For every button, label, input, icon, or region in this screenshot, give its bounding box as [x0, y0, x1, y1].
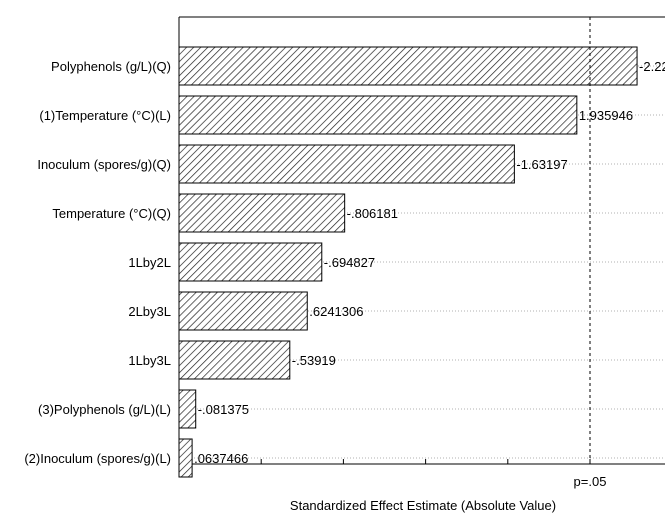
value-label: -.081375	[198, 402, 249, 417]
value-label: -.694827	[324, 255, 375, 270]
bar	[178, 193, 346, 233]
category-label: 2Lby3L	[128, 304, 171, 319]
bar	[178, 291, 308, 331]
bar	[178, 46, 638, 86]
value-label: -1.63197	[516, 157, 567, 172]
category-label: Temperature (°C)(Q)	[52, 206, 171, 221]
category-labels: Polyphenols (g/L)(Q) (1)Temperature (°C)(…	[24, 59, 171, 466]
category-label: (2)Inoculum (spores/g)(L)	[24, 451, 171, 466]
bars	[178, 46, 638, 478]
bar	[178, 389, 197, 429]
category-label: (3)Polyphenols (g/L)(L)	[38, 402, 171, 417]
value-label: .0637466	[194, 451, 248, 466]
category-label: Inoculum (spores/g)(Q)	[37, 157, 171, 172]
value-label: 1.935946	[579, 108, 633, 123]
bar	[178, 438, 193, 478]
value-label: -.806181	[347, 206, 398, 221]
value-labels: -2.229 1.935946 -1.63197 -.806181 -.694827 .6…	[194, 59, 665, 466]
value-label: -.53919	[292, 353, 336, 368]
value-label: .6241306	[309, 304, 363, 319]
category-label: 1Lby2L	[128, 255, 171, 270]
bar	[178, 95, 578, 135]
category-label: 1Lby3L	[128, 353, 171, 368]
category-label: (1)Temperature (°C)(L)	[39, 108, 171, 123]
bar	[178, 144, 515, 184]
x-axis-title: Standardized Effect Estimate (Absolute V…	[290, 498, 556, 513]
bar	[178, 340, 291, 380]
x-axis-ticks	[260, 459, 591, 464]
category-label: Polyphenols (g/L)(Q)	[51, 59, 171, 74]
value-label: -2.229	[639, 59, 665, 74]
reference-line-label: p=.05	[574, 474, 607, 489]
bar	[178, 242, 323, 282]
